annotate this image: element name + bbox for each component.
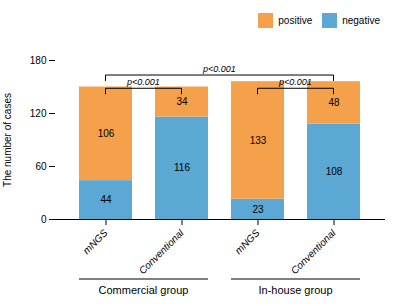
svg-text:34: 34	[176, 96, 188, 107]
svg-text:Commercial group: Commercial group	[99, 284, 189, 296]
html-text:positive: positive	[278, 15, 313, 26]
svg-text:48: 48	[328, 97, 340, 108]
svg-text:mNGS: mNGS	[233, 227, 262, 256]
svg-text:108: 108	[326, 166, 343, 177]
svg-text:60: 60	[35, 161, 47, 172]
svg-text:120: 120	[30, 108, 47, 119]
svg-text:mNGS: mNGS	[81, 227, 110, 256]
svg-text:116: 116	[174, 162, 190, 173]
svg-text:Conventional: Conventional	[289, 227, 339, 277]
svg-text:The number of cases: The number of cases	[2, 93, 13, 187]
svg-text:23: 23	[252, 204, 264, 215]
svg-text:p<0.001: p<0.001	[126, 77, 160, 87]
svg-text:p<0.001: p<0.001	[278, 77, 312, 87]
svg-text:In-house group: In-house group	[259, 284, 333, 296]
svg-text:44: 44	[100, 194, 112, 205]
svg-text:p<0.001: p<0.001	[202, 64, 236, 74]
svg-text:133: 133	[250, 135, 267, 146]
html-text:negative: negative	[342, 15, 380, 26]
svg-text:106: 106	[98, 128, 115, 139]
svg-text:180: 180	[30, 55, 47, 66]
svg-text:Conventional: Conventional	[137, 227, 187, 277]
svg-text:0: 0	[41, 214, 47, 225]
